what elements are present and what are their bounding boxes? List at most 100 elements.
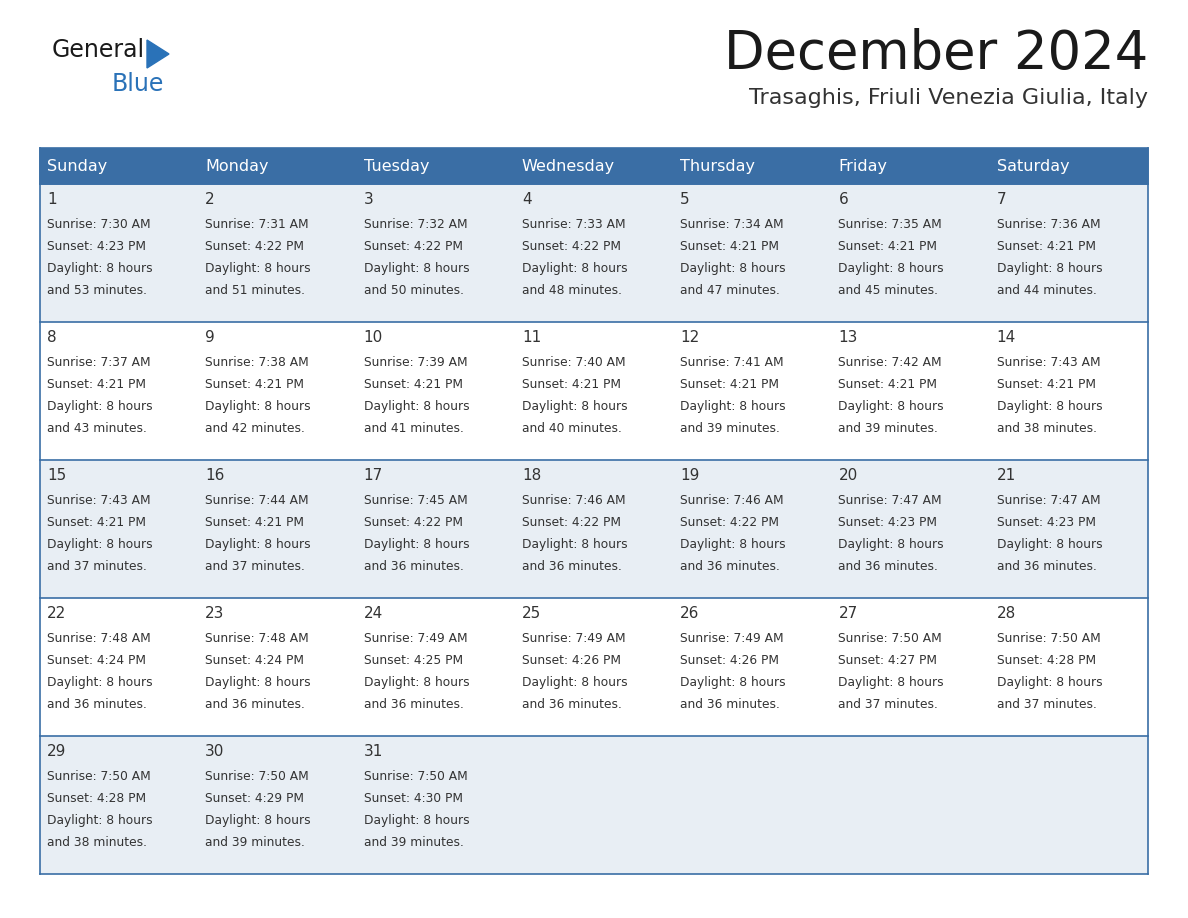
Text: 26: 26	[681, 606, 700, 621]
Text: 23: 23	[206, 606, 225, 621]
Text: Wednesday: Wednesday	[522, 159, 615, 174]
Text: Sunrise: 7:48 AM: Sunrise: 7:48 AM	[48, 632, 151, 645]
Text: Sunrise: 7:45 AM: Sunrise: 7:45 AM	[364, 494, 467, 507]
Text: Saturday: Saturday	[997, 159, 1069, 174]
Text: Sunrise: 7:38 AM: Sunrise: 7:38 AM	[206, 356, 309, 369]
Text: 27: 27	[839, 606, 858, 621]
Text: Sunset: 4:21 PM: Sunset: 4:21 PM	[48, 378, 146, 391]
Text: Daylight: 8 hours: Daylight: 8 hours	[48, 262, 152, 275]
Text: 18: 18	[522, 468, 541, 483]
Text: and 36 minutes.: and 36 minutes.	[522, 698, 621, 711]
Text: Sunrise: 7:39 AM: Sunrise: 7:39 AM	[364, 356, 467, 369]
Text: 29: 29	[48, 744, 67, 759]
Bar	[514, 148, 674, 184]
Text: Daylight: 8 hours: Daylight: 8 hours	[48, 676, 152, 689]
Text: Daylight: 8 hours: Daylight: 8 hours	[206, 538, 311, 551]
Text: Daylight: 8 hours: Daylight: 8 hours	[997, 538, 1102, 551]
Text: Sunset: 4:21 PM: Sunset: 4:21 PM	[206, 378, 304, 391]
Text: Blue: Blue	[112, 72, 164, 96]
Text: Sunrise: 7:49 AM: Sunrise: 7:49 AM	[522, 632, 626, 645]
Text: Sunrise: 7:30 AM: Sunrise: 7:30 AM	[48, 218, 151, 231]
Text: 2: 2	[206, 192, 215, 207]
Text: Sunset: 4:22 PM: Sunset: 4:22 PM	[206, 240, 304, 253]
Text: Daylight: 8 hours: Daylight: 8 hours	[522, 400, 627, 413]
Text: Daylight: 8 hours: Daylight: 8 hours	[997, 676, 1102, 689]
Text: Sunrise: 7:44 AM: Sunrise: 7:44 AM	[206, 494, 309, 507]
Text: Sunset: 4:21 PM: Sunset: 4:21 PM	[522, 378, 621, 391]
Text: Sunset: 4:21 PM: Sunset: 4:21 PM	[839, 378, 937, 391]
Text: Sunrise: 7:47 AM: Sunrise: 7:47 AM	[839, 494, 942, 507]
Text: Daylight: 8 hours: Daylight: 8 hours	[48, 400, 152, 413]
Text: and 37 minutes.: and 37 minutes.	[997, 698, 1097, 711]
Text: and 39 minutes.: and 39 minutes.	[839, 422, 939, 435]
Text: 5: 5	[681, 192, 690, 207]
Text: Daylight: 8 hours: Daylight: 8 hours	[681, 676, 785, 689]
Text: and 51 minutes.: and 51 minutes.	[206, 284, 305, 297]
Text: and 36 minutes.: and 36 minutes.	[364, 698, 463, 711]
Text: Sunset: 4:29 PM: Sunset: 4:29 PM	[206, 792, 304, 805]
Text: and 48 minutes.: and 48 minutes.	[522, 284, 621, 297]
Text: 8: 8	[48, 330, 57, 345]
Text: 21: 21	[997, 468, 1016, 483]
Text: Sunset: 4:21 PM: Sunset: 4:21 PM	[206, 516, 304, 529]
Text: Sunset: 4:26 PM: Sunset: 4:26 PM	[681, 654, 779, 667]
Text: and 43 minutes.: and 43 minutes.	[48, 422, 147, 435]
Polygon shape	[147, 40, 169, 68]
Text: Sunset: 4:21 PM: Sunset: 4:21 PM	[364, 378, 462, 391]
Text: 1: 1	[48, 192, 57, 207]
Text: and 40 minutes.: and 40 minutes.	[522, 422, 621, 435]
Bar	[674, 148, 832, 184]
Text: and 36 minutes.: and 36 minutes.	[997, 560, 1097, 573]
Text: and 37 minutes.: and 37 minutes.	[206, 560, 305, 573]
Text: Sunset: 4:25 PM: Sunset: 4:25 PM	[364, 654, 462, 667]
Text: and 36 minutes.: and 36 minutes.	[839, 560, 939, 573]
Text: Sunrise: 7:37 AM: Sunrise: 7:37 AM	[48, 356, 151, 369]
Text: Monday: Monday	[206, 159, 268, 174]
Text: Sunset: 4:22 PM: Sunset: 4:22 PM	[364, 240, 462, 253]
Bar	[990, 148, 1148, 184]
Text: and 38 minutes.: and 38 minutes.	[997, 422, 1097, 435]
Text: 20: 20	[839, 468, 858, 483]
Text: 28: 28	[997, 606, 1016, 621]
Text: 16: 16	[206, 468, 225, 483]
Bar	[40, 184, 1148, 322]
Text: and 39 minutes.: and 39 minutes.	[206, 836, 305, 849]
Text: Sunrise: 7:42 AM: Sunrise: 7:42 AM	[839, 356, 942, 369]
Text: Daylight: 8 hours: Daylight: 8 hours	[206, 400, 311, 413]
Text: and 36 minutes.: and 36 minutes.	[48, 698, 147, 711]
Text: Sunset: 4:21 PM: Sunset: 4:21 PM	[997, 378, 1095, 391]
Text: Sunset: 4:22 PM: Sunset: 4:22 PM	[364, 516, 462, 529]
Text: 22: 22	[48, 606, 67, 621]
Text: Sunset: 4:21 PM: Sunset: 4:21 PM	[997, 240, 1095, 253]
Text: and 39 minutes.: and 39 minutes.	[364, 836, 463, 849]
Text: Sunday: Sunday	[48, 159, 107, 174]
Text: Sunset: 4:23 PM: Sunset: 4:23 PM	[997, 516, 1095, 529]
Text: and 36 minutes.: and 36 minutes.	[522, 560, 621, 573]
Text: 11: 11	[522, 330, 541, 345]
Text: and 39 minutes.: and 39 minutes.	[681, 422, 781, 435]
Bar	[356, 148, 514, 184]
Text: 30: 30	[206, 744, 225, 759]
Text: Sunset: 4:24 PM: Sunset: 4:24 PM	[206, 654, 304, 667]
Text: 14: 14	[997, 330, 1016, 345]
Text: Sunset: 4:28 PM: Sunset: 4:28 PM	[997, 654, 1095, 667]
Text: Trasaghis, Friuli Venezia Giulia, Italy: Trasaghis, Friuli Venezia Giulia, Italy	[748, 88, 1148, 108]
Text: Sunrise: 7:32 AM: Sunrise: 7:32 AM	[364, 218, 467, 231]
Text: Sunrise: 7:36 AM: Sunrise: 7:36 AM	[997, 218, 1100, 231]
Text: General: General	[52, 38, 145, 62]
Text: Sunset: 4:23 PM: Sunset: 4:23 PM	[48, 240, 146, 253]
Text: and 37 minutes.: and 37 minutes.	[839, 698, 939, 711]
Text: Daylight: 8 hours: Daylight: 8 hours	[364, 538, 469, 551]
Text: Daylight: 8 hours: Daylight: 8 hours	[364, 814, 469, 827]
Text: 15: 15	[48, 468, 67, 483]
Text: Sunset: 4:21 PM: Sunset: 4:21 PM	[48, 516, 146, 529]
Bar	[40, 322, 1148, 460]
Text: Sunrise: 7:50 AM: Sunrise: 7:50 AM	[48, 770, 151, 783]
Text: Daylight: 8 hours: Daylight: 8 hours	[839, 538, 944, 551]
Text: Sunrise: 7:46 AM: Sunrise: 7:46 AM	[522, 494, 626, 507]
Text: 9: 9	[206, 330, 215, 345]
Text: Sunrise: 7:49 AM: Sunrise: 7:49 AM	[681, 632, 784, 645]
Text: Sunset: 4:23 PM: Sunset: 4:23 PM	[839, 516, 937, 529]
Bar	[40, 736, 1148, 874]
Text: and 36 minutes.: and 36 minutes.	[681, 560, 781, 573]
